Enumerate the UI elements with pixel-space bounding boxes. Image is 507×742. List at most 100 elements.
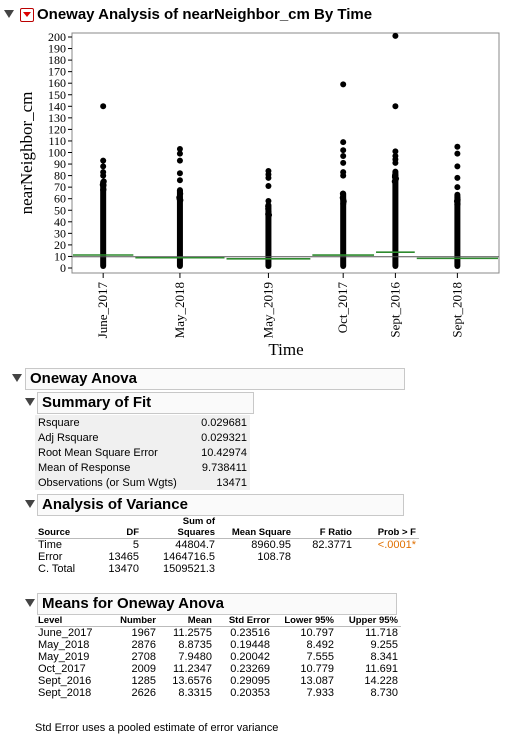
data-point — [100, 186, 107, 193]
fit-label: Root Mean Square Error — [38, 446, 158, 459]
means-cell: 0.19448 — [230, 639, 270, 651]
aov-header-cell: Sum of — [182, 516, 215, 527]
means-cell: 9.255 — [370, 639, 398, 651]
aov-header-cell — [294, 516, 355, 527]
aov-header-cell — [218, 516, 294, 527]
means-cell: 11.2347 — [173, 663, 212, 675]
aov-header-cell: Prob > F — [377, 527, 416, 538]
y-tick-label: 40 — [54, 215, 66, 229]
data-point — [454, 150, 461, 157]
means-header-cell: Upper 95% — [348, 615, 398, 626]
fit-row: Observations (or Sum Wgts) 13471 — [35, 475, 250, 490]
means-cell: 8.492 — [306, 639, 334, 651]
means-cell: 8.341 — [370, 651, 398, 663]
red-triangle-menu-icon[interactable] — [20, 8, 34, 22]
aov-cell: 82.3771 — [312, 539, 352, 551]
means-cell: Sept_2016 — [38, 675, 92, 687]
oneway-anova-disclosure-icon[interactable] — [12, 374, 22, 382]
aov-cell: Error — [38, 551, 63, 563]
means-disclosure-icon[interactable] — [25, 599, 35, 607]
summary-of-fit-disclosure-icon[interactable] — [25, 398, 35, 406]
means-cell: 11.2575 — [173, 627, 212, 639]
means-row: May_2018 2876 8.8735 0.19448 8.492 9.255 — [35, 639, 401, 651]
data-point — [176, 187, 183, 194]
aov-cell — [218, 563, 294, 575]
data-point — [100, 103, 107, 110]
x-tick-label: Oct_2017 — [335, 282, 350, 334]
means-cell: 7.933 — [306, 687, 334, 699]
means-cell: 13.087 — [300, 675, 334, 687]
y-tick-label: 170 — [48, 65, 66, 79]
aov-header-cell — [91, 516, 142, 527]
y-tick-label: 20 — [54, 238, 66, 252]
y-tick-label: 160 — [48, 76, 66, 90]
data-point — [339, 190, 346, 197]
means-cell: 8.730 — [370, 687, 398, 699]
means-title: Means for Oneway Anova — [42, 595, 224, 612]
y-tick-label: 140 — [48, 99, 66, 113]
means-cell: 8.8735 — [178, 639, 212, 651]
aov-header-row: Sum of — [35, 516, 419, 527]
aov-cell: 44804.7 — [175, 539, 215, 551]
data-point — [100, 163, 107, 170]
oneway-anova-title: Oneway Anova — [30, 370, 137, 387]
aov-cell: 1509521.3 — [163, 563, 215, 575]
means-cell: 2876 — [131, 639, 156, 651]
aov-header-cell — [355, 516, 419, 527]
data-point — [176, 177, 183, 184]
y-tick-label: 70 — [54, 180, 66, 194]
data-point — [265, 198, 272, 205]
means-header — [37, 593, 397, 615]
y-axis-label: nearNeighbor_cm — [17, 92, 36, 215]
aov-cell: C. Total — [38, 563, 76, 575]
analysis-of-variance-header — [37, 494, 404, 516]
aov-cell: 108.78 — [257, 551, 291, 563]
y-tick-label: 120 — [48, 122, 66, 136]
data-point — [339, 194, 346, 201]
means-cell: 10.779 — [300, 663, 334, 675]
means-row: June_2017 1967 11.2575 0.23516 10.797 11.718 — [35, 627, 401, 639]
means-cell: 1285 — [131, 675, 156, 687]
fit-row: Mean of Response 9.738411 — [35, 460, 250, 475]
data-point-column — [100, 179, 107, 269]
means-cell: 8.3315 — [178, 687, 212, 699]
aov-cell: 1464716.5 — [163, 551, 215, 563]
means-cell: 0.20353 — [230, 687, 270, 699]
data-point — [392, 159, 399, 166]
means-header-row: Level Number Mean Std Error Lower 95% Upper 9… — [35, 615, 401, 627]
summary-of-fit-header — [37, 392, 254, 414]
y-tick-label: 10 — [54, 249, 66, 263]
means-cell: 1967 — [131, 627, 156, 639]
data-point-column — [392, 168, 399, 269]
fit-value: 13471 — [216, 476, 247, 489]
means-cell: 0.29095 — [230, 675, 270, 687]
analysis-of-variance-disclosure-icon[interactable] — [25, 500, 35, 508]
means-footnote: Std Error uses a pooled estimate of erro… — [35, 722, 279, 734]
aov-header-cell — [35, 516, 91, 527]
summary-of-fit-title: Summary of Fit — [42, 394, 152, 411]
data-point — [454, 174, 461, 181]
means-cell: 0.23269 — [230, 663, 270, 675]
data-point — [265, 174, 272, 181]
aov-cell: 8960.95 — [251, 539, 291, 551]
report-disclosure-icon[interactable] — [4, 10, 14, 18]
data-point — [454, 143, 461, 150]
means-cell: 11.718 — [365, 627, 398, 639]
data-point — [177, 197, 184, 204]
fit-value: 9.738411 — [201, 461, 247, 474]
means-cell: 10.797 — [300, 627, 334, 639]
y-tick-label: 50 — [54, 203, 66, 217]
y-tick-label: 90 — [54, 157, 66, 171]
means-cell: 2626 — [131, 687, 156, 699]
data-point — [392, 148, 399, 155]
x-axis-label: Time — [268, 340, 303, 359]
aov-cell — [355, 563, 419, 575]
data-point — [340, 172, 347, 179]
aov-cell — [355, 551, 419, 563]
y-tick-label: 30 — [54, 226, 66, 240]
x-tick-label: June_2017 — [95, 282, 110, 339]
means-header-cell: Mean — [187, 615, 212, 626]
aov-header-row: Source DF Squares Mean Square F Ratio Prob > … — [35, 527, 419, 539]
means-cell: Sept_2018 — [38, 687, 92, 699]
means-row: May_2019 2708 7.9480 0.20042 7.555 8.341 — [35, 651, 401, 663]
